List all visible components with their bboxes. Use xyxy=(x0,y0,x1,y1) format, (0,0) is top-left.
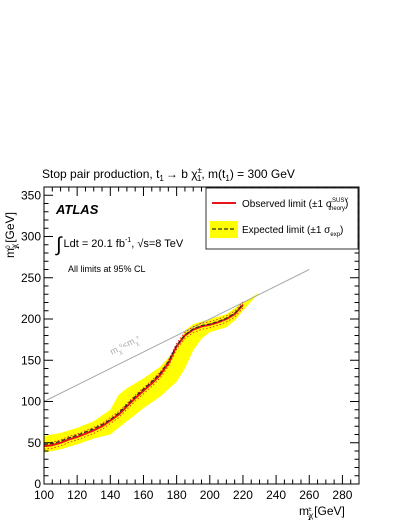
x-tick-label: 280 xyxy=(332,488,352,502)
legend-expected-label: Expected limit (±1 σexp) xyxy=(242,225,343,238)
y-tick-label: 100 xyxy=(21,395,41,409)
kinematic-limit-label: mχ0<mχ± xyxy=(108,333,143,359)
y-tick-label: 50 xyxy=(28,436,42,450)
y-tick-label: 0 xyxy=(34,477,41,491)
expected-band-layer xyxy=(44,292,260,453)
kinematic-limit-line xyxy=(43,269,310,402)
experiment-label: ATLAS xyxy=(55,202,99,217)
x-tick-label: 220 xyxy=(233,488,253,502)
x-tick-label: 240 xyxy=(266,488,286,502)
legend: Observed limit (±1 σSUSY theory) Expected… xyxy=(205,187,359,250)
y-tick-label: 300 xyxy=(21,230,41,244)
cl-note: All limits at 95% CL xyxy=(68,264,146,274)
observed-limit-theory-up-line xyxy=(43,307,244,450)
limit-lines-layer xyxy=(43,301,244,450)
expected-limit-band xyxy=(44,292,260,453)
x-tick-label: 140 xyxy=(100,488,120,502)
observed-limit-theory-down-line xyxy=(43,301,244,444)
y-axis-label: mχ0 1 [GeV] xyxy=(3,212,21,258)
legend-observed-label: Observed limit (±1 σSUSY theory) xyxy=(242,198,348,212)
luminosity-label: ∫ Ldt = 20.1 fb-1, √s=8 TeV xyxy=(55,234,184,256)
x-tick-label: 160 xyxy=(133,488,153,502)
observed-limit-line xyxy=(43,304,244,448)
x-tick-label: 100 xyxy=(34,488,54,502)
y-tick-label: 350 xyxy=(21,188,41,202)
legend-box xyxy=(205,187,359,250)
x-tick-label: 180 xyxy=(167,488,187,502)
kinematic-line-layer xyxy=(43,269,310,402)
chart-title: Stop pair production, t1 → b χ± 1, m(t1) =… xyxy=(42,166,295,183)
x-axis-label: mχ± 1 [GeV] xyxy=(299,504,345,522)
y-tick-label: 250 xyxy=(21,271,41,285)
y-tick-label: 150 xyxy=(21,353,41,367)
x-tick-label: 120 xyxy=(67,488,87,502)
x-tick-label: 260 xyxy=(299,488,319,502)
expected-limit-line xyxy=(43,303,244,445)
y-tick-label: 200 xyxy=(21,312,41,326)
x-tick-label: 200 xyxy=(200,488,220,502)
